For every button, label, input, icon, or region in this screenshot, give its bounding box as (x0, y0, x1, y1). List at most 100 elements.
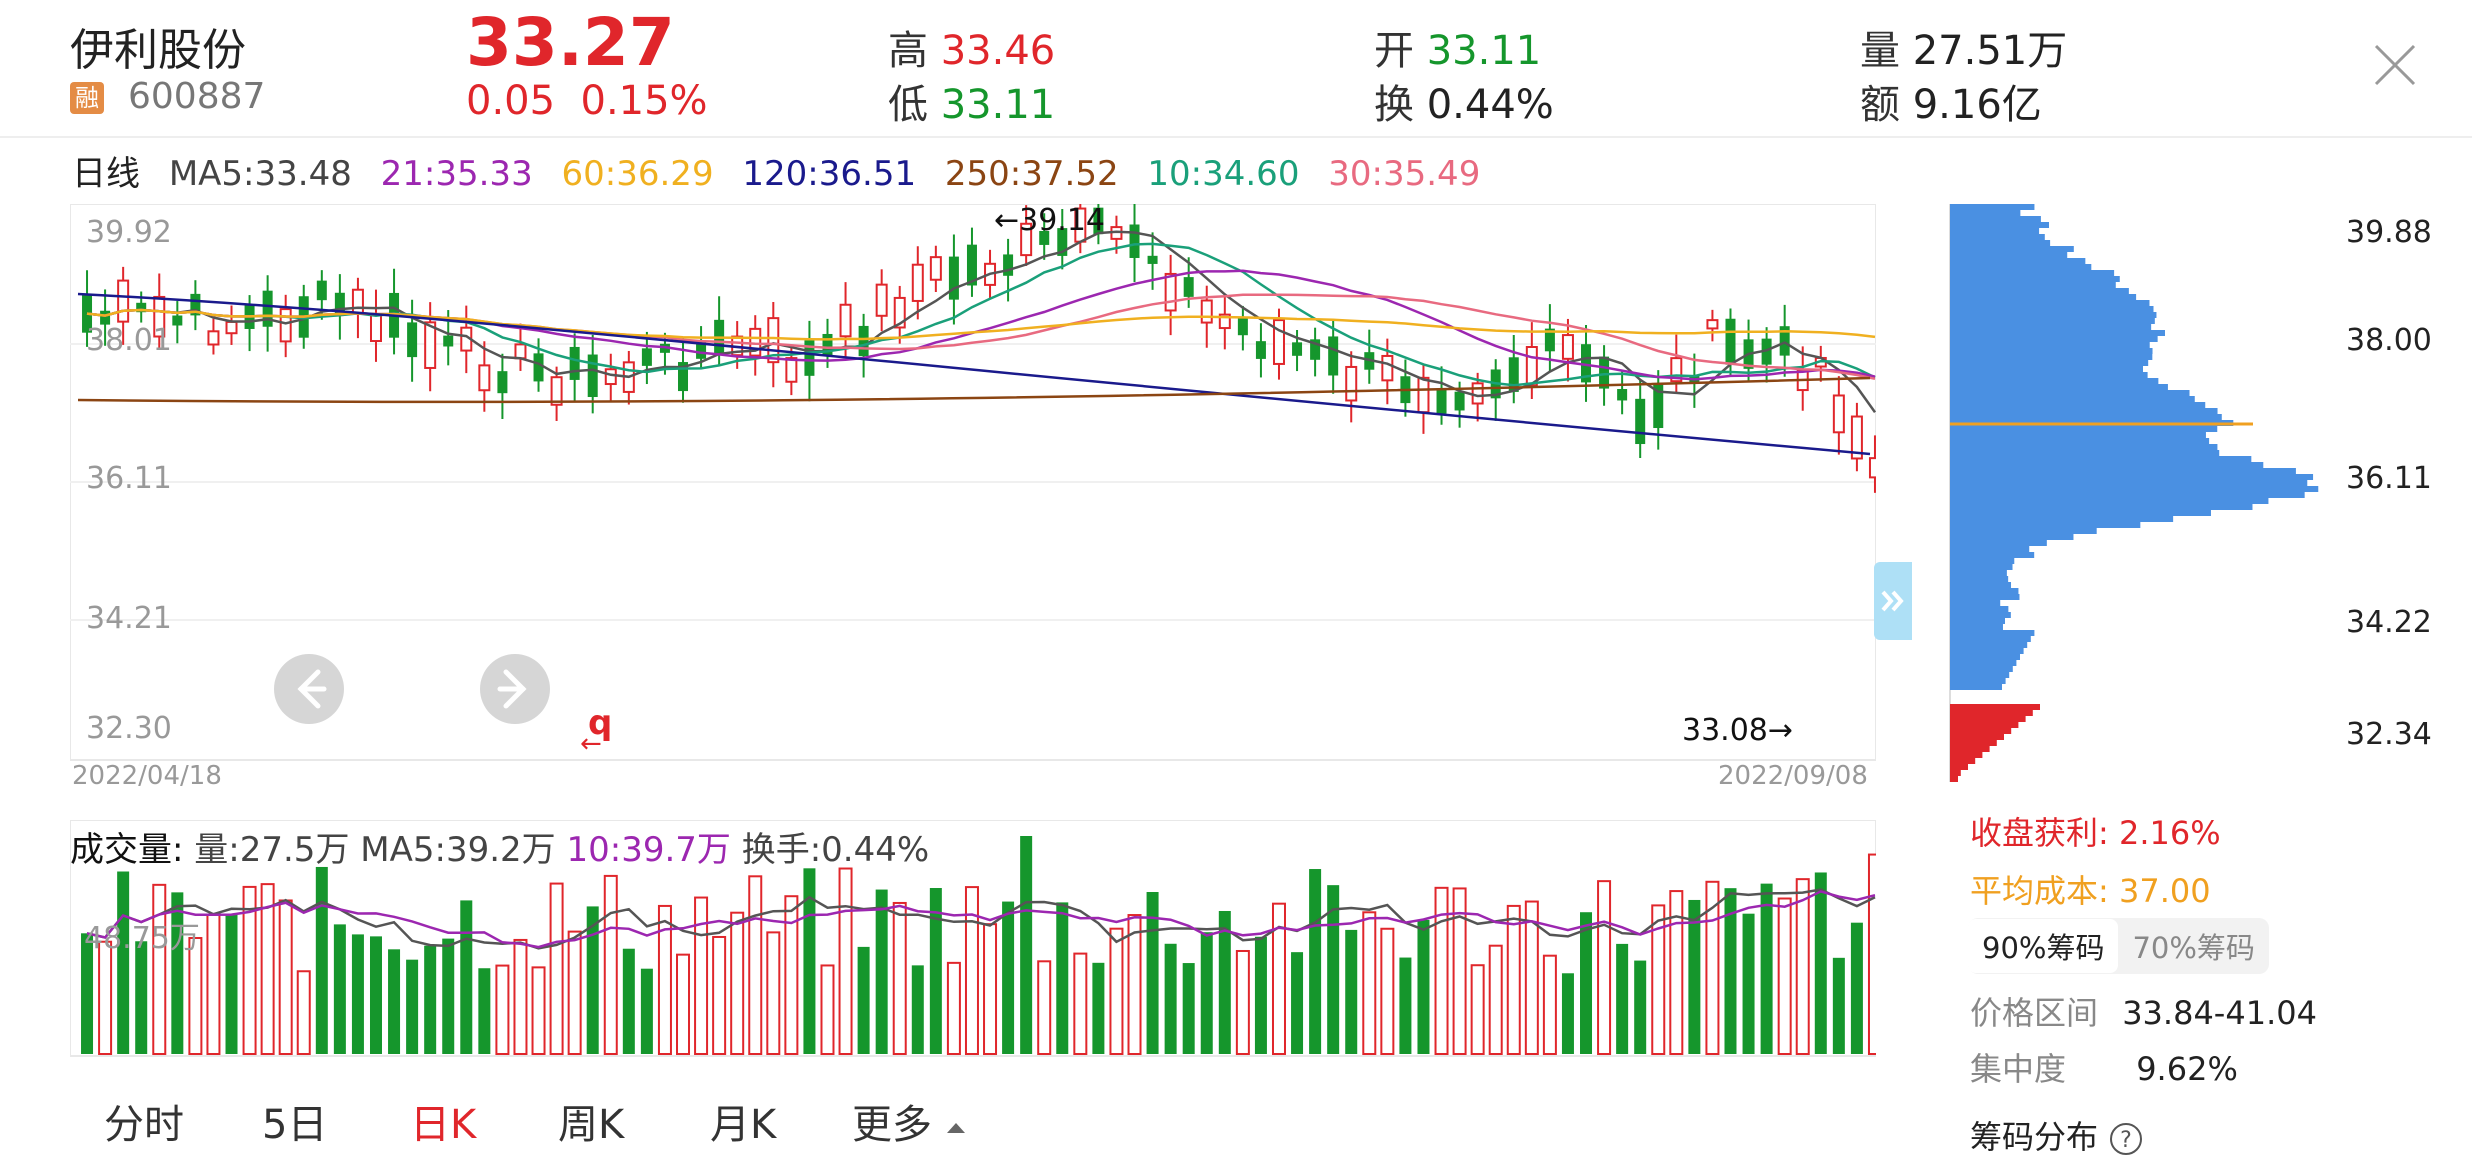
marker-arrow: ← (580, 729, 602, 759)
turnover-stat: 换 0.44% (1374, 72, 1554, 130)
y-tick-5: 32.30 (86, 711, 172, 746)
candle (369, 313, 382, 343)
volume-bar (1688, 899, 1701, 1054)
tab-monthly-k[interactable]: 月K (710, 1102, 777, 1148)
chip-bar (1950, 510, 2211, 516)
turnover-value: 0.44% (1426, 82, 1554, 128)
volume-bar (1109, 927, 1124, 1055)
chip-distribution-chart[interactable]: 39.88 38.00 36.11 34.22 32.34 (1948, 204, 2448, 784)
chip-bar (1950, 324, 2152, 330)
candle (100, 310, 111, 325)
stock-code: 600887 (128, 76, 266, 117)
candle (858, 325, 869, 357)
open-stat: 开 33.11 (1374, 18, 1541, 76)
chip-bar (1950, 246, 2074, 252)
collapse-panel-icon[interactable] (1874, 562, 1912, 640)
candle (1525, 346, 1538, 387)
close-icon[interactable] (2370, 40, 2420, 90)
chip-y-tick-1: 39.88 (2346, 215, 2432, 250)
candle (1670, 357, 1683, 383)
tab-intraday[interactable]: 分时 (104, 1102, 184, 1148)
volume-bar (946, 961, 961, 1055)
tab-weekly-k[interactable]: 周K (558, 1102, 625, 1148)
date-start: 2022/04/18 (72, 761, 222, 786)
volume-bar (1092, 962, 1105, 1054)
kline-chart[interactable]: 39.92 38.01 36.11 34.21 32.30 ←39.14 33.… (70, 204, 1876, 786)
volume-bar (333, 924, 346, 1054)
ma5-value: MA5:33.48 (168, 154, 352, 194)
candle (893, 296, 906, 329)
volume-bar (1345, 929, 1358, 1054)
candle (153, 295, 166, 338)
chip-bar (1950, 618, 2005, 624)
profit-ratio: 收盘获利: 2.16% (1970, 808, 2221, 854)
volume-bar (1073, 952, 1088, 1056)
chip-bar (1950, 456, 2252, 462)
ma60-value: 60:36.29 (561, 154, 714, 194)
candle (911, 263, 924, 302)
chip-bar (1950, 516, 2174, 522)
volume-chart[interactable]: 48.75万 (70, 820, 1876, 1060)
candle (948, 256, 959, 300)
chip-bar (1950, 528, 2097, 534)
candle (785, 357, 798, 383)
chip-distribution-title[interactable]: 筹码分布 ? (1970, 1112, 2144, 1158)
volume-bar (1254, 936, 1267, 1054)
volume-bar (1795, 878, 1810, 1055)
tab-daily-k[interactable]: 日K (410, 1102, 477, 1148)
candle (497, 371, 508, 394)
volume-bar (260, 883, 275, 1055)
candle (1471, 382, 1484, 405)
volume-bar (242, 885, 257, 1055)
max-price-annotation: ←39.14 (994, 204, 1105, 238)
arrow-right-icon[interactable] (480, 654, 550, 724)
help-icon[interactable]: ? (2108, 1121, 2144, 1157)
chip-bar (1950, 270, 2115, 276)
chip-bar-profit (1950, 722, 2019, 728)
ma-legend[interactable]: 日线 MA5:33.48 21:35.33 60:36.29 120:36.51… (72, 146, 1498, 195)
candle (749, 327, 762, 357)
chip-bar (1950, 636, 2031, 642)
volume-stat: 量 27.51万 (1860, 18, 2067, 76)
turnover-label: 换 (1374, 82, 1414, 128)
seg-90[interactable]: 90%筹码 (1968, 919, 2119, 973)
chip-bar-profit (1950, 746, 1990, 752)
volume-bar (983, 923, 998, 1055)
volume-bar (1488, 944, 1503, 1055)
volume-bar (640, 968, 653, 1054)
volume-value: 27.51万 (1912, 28, 2068, 74)
candle (1617, 389, 1628, 401)
chip-y-tick-2: 38.00 (2346, 323, 2432, 358)
candle (1093, 207, 1104, 235)
chip-bar (1950, 402, 2206, 408)
chip-bar (1950, 252, 2068, 258)
chip-bar-profit (1950, 764, 1968, 770)
volume-bar (1417, 919, 1430, 1054)
ma30-value: 30:35.49 (1328, 154, 1481, 194)
date-end: 2022/09/08 (1718, 761, 1868, 786)
chip-percent-toggle[interactable]: 90%筹码 70%筹码 (1968, 918, 2269, 974)
volume-bar (1669, 890, 1684, 1055)
chip-bar (1950, 264, 2092, 270)
chip-bar (1950, 426, 2218, 432)
candle (929, 256, 942, 281)
arrow-left-icon[interactable] (274, 654, 344, 724)
candle (875, 283, 888, 317)
seg-70[interactable]: 70%筹码 (2132, 931, 2255, 965)
candle (550, 376, 563, 406)
volume-bar (315, 866, 328, 1054)
range-value: 33.84-41.04 (2122, 994, 2317, 1032)
volume-bar (1399, 957, 1412, 1054)
chip-bar (1950, 348, 2153, 354)
volume-bar (495, 964, 510, 1055)
chip-bar (1950, 336, 2158, 342)
chip-bar (1950, 462, 2264, 468)
chip-bar-profit (1950, 734, 2004, 740)
stock-name: 伊利股份 (70, 25, 246, 76)
tab-5day[interactable]: 5日 (262, 1102, 328, 1148)
tab-more[interactable]: 更多 (852, 1092, 967, 1150)
candle (478, 364, 491, 392)
high-value: 33.46 (940, 28, 1056, 74)
candle (1272, 319, 1285, 365)
volume-bar (549, 882, 564, 1055)
